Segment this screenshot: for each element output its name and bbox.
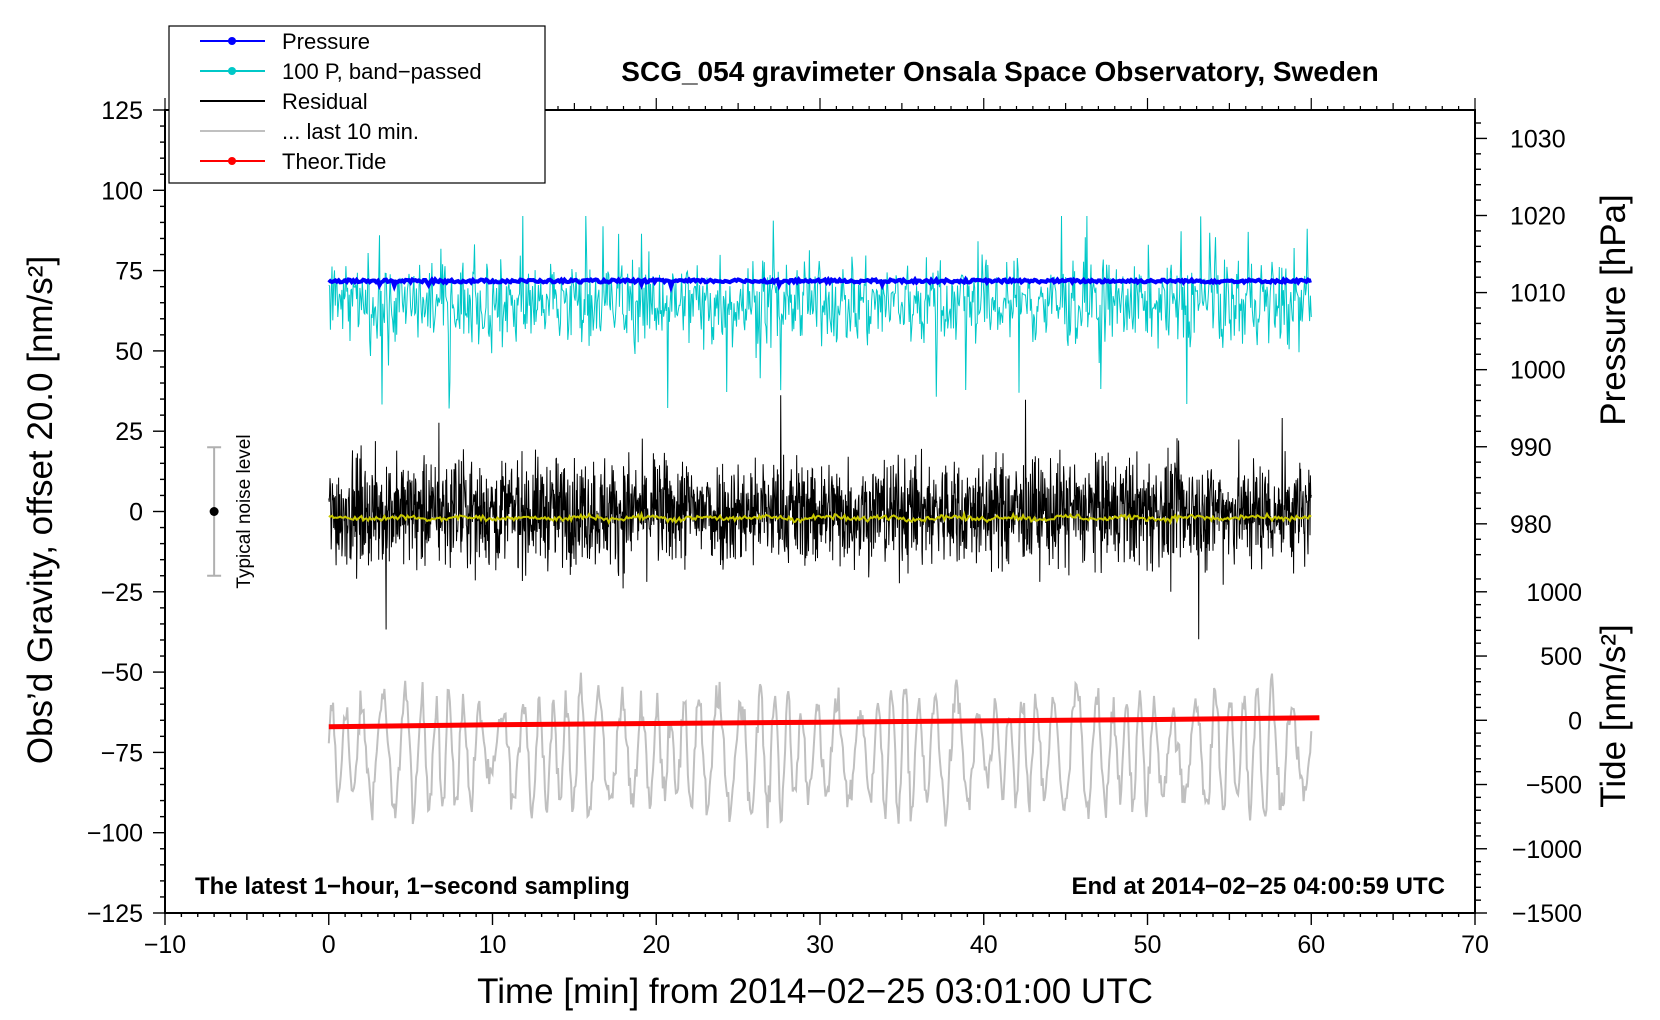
x-tick-label: 40	[970, 931, 998, 959]
noise-label: Typical noise level	[234, 434, 255, 588]
legend-box	[168, 25, 546, 184]
legend-label: Pressure	[282, 29, 370, 54]
y-tick-label: −50	[101, 659, 143, 687]
series-last-10-min	[327, 672, 1313, 829]
legend-marker	[228, 37, 236, 45]
legend-label: ... last 10 min.	[282, 119, 419, 144]
y-axis-left-title: Obs’d Gravity, offset 20.0 [nm/s²]	[21, 256, 60, 764]
tide-axis-title: Tide [nm/s²]	[1594, 624, 1633, 807]
annotation-end-time: End at 2014−02−25 04:00:59 UTC	[1071, 873, 1445, 900]
x-tick-label: 70	[1461, 931, 1489, 959]
series-band-passed-pressure	[328, 215, 1312, 409]
pressure-axis-title: Pressure [hPa]	[1594, 194, 1633, 426]
pressure-tick-label: 1020	[1510, 203, 1566, 231]
x-tick-label: 30	[806, 931, 834, 959]
y-tick-label: 25	[115, 418, 143, 446]
x-axis: −10 0 10 20 30 40 50 60 70	[144, 98, 1489, 959]
pressure-tick-label: 980	[1510, 511, 1552, 539]
tide-tick-label: 1000	[1526, 579, 1582, 607]
tide-axis: 1000 500 0 −500 −1000 −1500	[1475, 578, 1582, 928]
chart-title: SCG_054 gravimeter Onsala Space Observat…	[621, 56, 1378, 87]
series-layer	[327, 215, 1320, 829]
y-tick-label: −125	[87, 900, 143, 928]
x-tick-label: 20	[642, 931, 670, 959]
tide-tick-label: 0	[1568, 707, 1582, 735]
tide-tick-label: −500	[1526, 772, 1582, 800]
noise-level-indicator: Typical noise level	[207, 434, 255, 589]
series-residual-smoothed	[328, 510, 1312, 526]
y-tick-label: 50	[115, 338, 143, 366]
annotation-sampling: The latest 1−hour, 1−second sampling	[195, 873, 630, 900]
y-tick-label: 0	[129, 499, 143, 527]
x-tick-label: −10	[144, 931, 186, 959]
pressure-tick-label: 1010	[1510, 280, 1566, 308]
y-axis-left: 125 100 75 50 25 0 −25 −50 −75 −100 −125	[87, 97, 165, 928]
y-tick-label: −25	[101, 579, 143, 607]
pressure-tick-label: 1000	[1510, 357, 1566, 385]
legend: Pressure 100 P, band−passed Residual ... la…	[168, 25, 546, 184]
x-tick-label: 10	[479, 931, 507, 959]
pressure-tick-label: 990	[1510, 434, 1552, 462]
series-pressure	[327, 275, 1312, 294]
noise-center-dot	[209, 507, 219, 516]
y-tick-label: 75	[115, 258, 143, 286]
y-tick-label: 100	[101, 177, 143, 205]
tide-tick-label: −1500	[1512, 900, 1582, 928]
x-tick-label: 60	[1297, 931, 1325, 959]
legend-label: Residual	[282, 89, 368, 114]
legend-label: Theor.Tide	[282, 149, 386, 174]
y-tick-label: −100	[87, 820, 143, 848]
x-tick-label: 50	[1134, 931, 1162, 959]
pressure-axis: 1030 1020 1010 1000 990 980	[1475, 122, 1566, 556]
x-axis-title: Time [min] from 2014−02−25 03:01:00 UTC	[477, 972, 1153, 1011]
y-tick-label: −75	[101, 739, 143, 767]
tide-tick-label: −1000	[1512, 836, 1582, 864]
legend-marker	[228, 67, 236, 75]
y-tick-label: 125	[101, 97, 143, 125]
series-theoretical-tide	[328, 715, 1320, 730]
legend-label: 100 P, band−passed	[282, 59, 482, 84]
x-tick-label: 0	[322, 931, 336, 959]
tide-tick-label: 500	[1540, 643, 1582, 671]
pressure-tick-label: 1030	[1510, 125, 1566, 153]
legend-marker	[228, 157, 236, 165]
